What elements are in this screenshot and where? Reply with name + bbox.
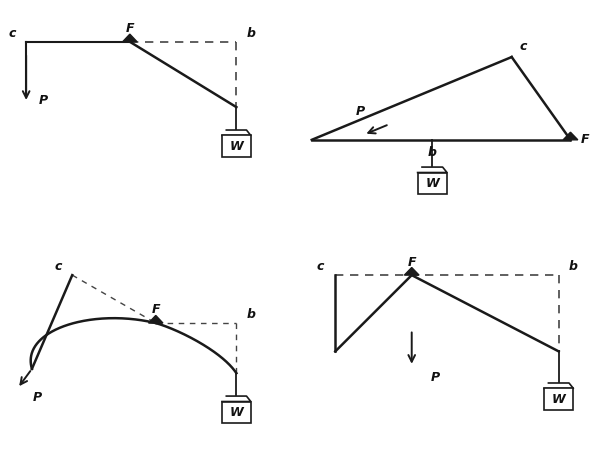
Text: b: b: [247, 26, 256, 39]
Bar: [222, 401, 251, 423]
Text: F: F: [125, 22, 134, 35]
Bar: [544, 389, 574, 410]
Text: P: P: [431, 371, 440, 384]
Polygon shape: [563, 132, 578, 140]
Text: W: W: [230, 140, 243, 153]
Text: b: b: [569, 260, 578, 273]
Text: F: F: [581, 133, 589, 146]
Text: P: P: [33, 390, 42, 404]
Text: c: c: [54, 260, 62, 273]
Text: W: W: [552, 393, 566, 406]
Text: W: W: [230, 406, 243, 419]
Text: b: b: [428, 146, 437, 159]
Text: b: b: [247, 308, 256, 321]
Bar: [418, 173, 447, 194]
Polygon shape: [122, 34, 137, 42]
Text: F: F: [152, 303, 160, 316]
Text: P: P: [39, 94, 48, 107]
Text: W: W: [425, 177, 439, 190]
Text: c: c: [317, 260, 324, 273]
Text: c: c: [8, 26, 16, 39]
Polygon shape: [404, 267, 419, 275]
Bar: [222, 135, 251, 157]
Text: P: P: [355, 104, 365, 118]
Polygon shape: [149, 316, 163, 323]
Text: c: c: [520, 39, 527, 53]
Text: F: F: [407, 256, 416, 269]
